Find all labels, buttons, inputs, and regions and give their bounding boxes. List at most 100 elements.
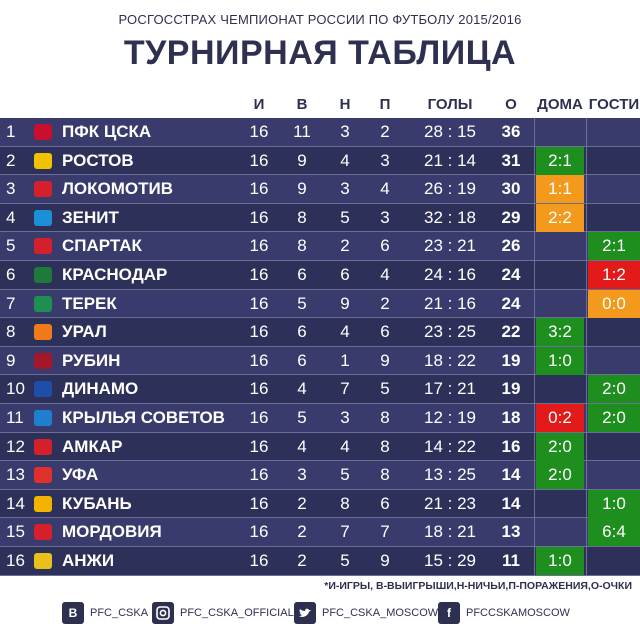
points: 13 [501, 522, 521, 542]
column-divider [534, 432, 535, 461]
wins: 6 [297, 264, 307, 284]
draws: 6 [340, 264, 350, 284]
column-divider [586, 289, 587, 318]
wins: 4 [297, 379, 307, 399]
wins: 6 [297, 350, 307, 370]
goals: 18 : 22 [424, 350, 476, 370]
games-played: 16 [249, 493, 269, 513]
points: 18 [501, 407, 521, 427]
points: 29 [501, 207, 521, 227]
team-name: КУБАНЬ [62, 493, 132, 513]
position: 2 [6, 150, 16, 170]
losses: 8 [380, 465, 390, 485]
twitter-handle: PFC_CSKA_MOSCOW [322, 607, 439, 619]
column-divider [586, 518, 587, 547]
goals: 23 : 25 [424, 322, 476, 342]
away-result [588, 461, 640, 489]
wins: 4 [297, 436, 307, 456]
away-result [588, 547, 640, 575]
points: 26 [501, 236, 521, 256]
column-divider [534, 289, 535, 318]
wins: 6 [297, 322, 307, 342]
games-played: 16 [249, 207, 269, 227]
goals: 17 : 21 [424, 379, 476, 399]
team-logo-icon [34, 552, 52, 569]
losses: 2 [380, 122, 390, 141]
games-played: 16 [249, 407, 269, 427]
position: 14 [6, 493, 25, 513]
goals: 18 : 21 [424, 522, 476, 542]
wins: 11 [293, 122, 311, 141]
table-row: 13 УФА 16 3 5 8 13 : 25 14 2:0 [0, 461, 640, 490]
goals: 15 : 29 [424, 550, 476, 570]
team-logo-icon [34, 438, 52, 455]
losses: 3 [380, 207, 390, 227]
column-divider [534, 403, 535, 432]
goals: 21 : 23 [424, 493, 476, 513]
points: 14 [501, 465, 521, 485]
draws: 1 [340, 350, 350, 370]
games-played: 16 [249, 179, 269, 199]
facebook-icon: f [438, 602, 460, 624]
table-row: 14 КУБАНЬ 16 2 8 6 21 : 23 14 1:0 [0, 489, 640, 519]
points: 30 [501, 179, 521, 199]
games-played: 16 [249, 150, 269, 170]
col-home: ДОМА [537, 96, 583, 113]
column-divider [586, 118, 587, 146]
column-divider [586, 318, 587, 347]
column-divider [586, 489, 587, 518]
column-divider [586, 203, 587, 232]
wins: 2 [297, 522, 307, 542]
vk-link[interactable]: В PFC_CSKA [62, 601, 148, 625]
column-divider [534, 346, 535, 375]
instagram-link[interactable]: PFC_CSKA_OFFICIAL [152, 601, 294, 625]
draws: 5 [340, 550, 350, 570]
games-played: 16 [249, 122, 269, 141]
column-divider [586, 232, 587, 261]
home-result [536, 232, 584, 260]
team-name: УРАЛ [62, 322, 107, 342]
column-divider [534, 518, 535, 547]
home-result: 0:2 [536, 403, 584, 432]
draws: 9 [340, 293, 350, 313]
games-played: 16 [249, 522, 269, 542]
position: 16 [6, 550, 25, 570]
team-name: СПАРТАК [62, 236, 142, 256]
points: 24 [501, 293, 521, 313]
home-result: 3:2 [536, 318, 584, 347]
home-result: 1:0 [536, 546, 584, 575]
draws: 4 [340, 150, 350, 170]
points: 19 [501, 379, 521, 399]
team-name: ПФК ЦСКА [62, 122, 152, 141]
wins: 3 [297, 465, 307, 485]
facebook-link[interactable]: f PFCCSKAMOSCOW [438, 601, 570, 625]
losses: 4 [380, 264, 390, 284]
draws: 7 [340, 522, 350, 542]
col-draws: Н [339, 96, 351, 113]
column-divider [534, 260, 535, 289]
losses: 6 [380, 236, 390, 256]
goals: 21 : 16 [424, 293, 476, 313]
team-logo-icon [34, 181, 52, 198]
team-name: МОРДОВИЯ [62, 522, 162, 542]
home-result [536, 118, 584, 146]
wins: 2 [297, 550, 307, 570]
team-name: КРЫЛЬЯ СОВЕТОВ [62, 407, 225, 427]
column-divider [586, 375, 587, 404]
points: 22 [501, 322, 521, 342]
twitter-link[interactable]: PFC_CSKA_MOSCOW [294, 601, 438, 625]
games-played: 16 [249, 264, 269, 284]
losses: 8 [380, 436, 390, 456]
away-result [588, 318, 640, 346]
col-away: ГОСТИ [588, 96, 640, 113]
wins: 9 [297, 179, 307, 199]
column-divider [534, 375, 535, 404]
column-divider [586, 546, 587, 575]
team-name: РОСТОВ [62, 150, 134, 170]
position: 13 [6, 465, 25, 485]
away-result [588, 118, 640, 146]
away-result: 6:4 [588, 518, 640, 547]
wins: 8 [297, 207, 307, 227]
away-result: 2:1 [588, 232, 640, 261]
team-logo-icon [34, 524, 52, 541]
